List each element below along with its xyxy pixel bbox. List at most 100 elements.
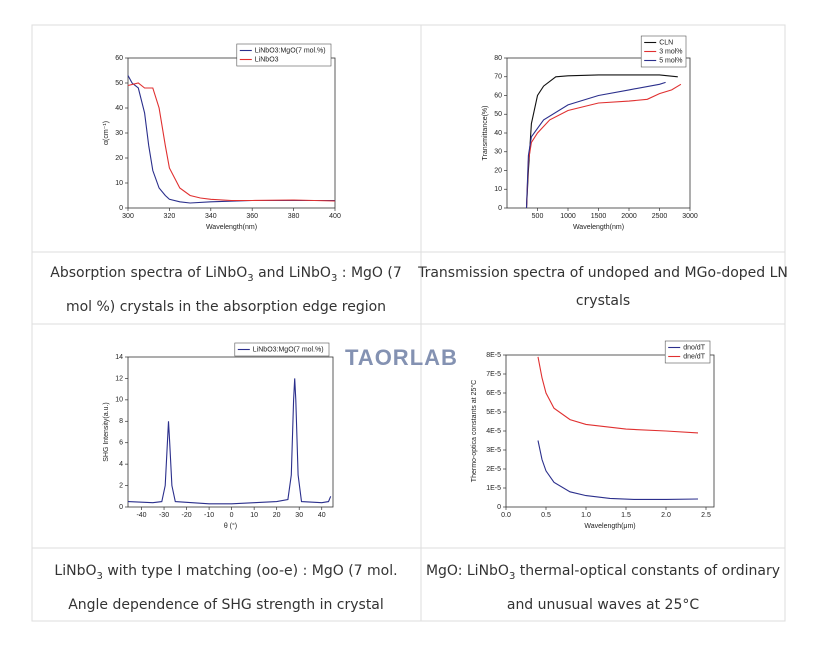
x-tick-label: 320 xyxy=(164,213,176,220)
x-tick-label: 30 xyxy=(295,512,303,519)
series-line xyxy=(127,82,336,202)
x-tick-label: 340 xyxy=(205,213,217,220)
caption: LiNbO3 with type I matching (oo-e) : MgO… xyxy=(41,557,411,619)
x-tick-label: -40 xyxy=(136,512,146,519)
x-tick-label: 0.0 xyxy=(501,512,511,519)
y-tick-label: 2E-5 xyxy=(486,466,501,473)
plot-frame xyxy=(127,57,336,209)
subscript: 3 xyxy=(96,570,103,582)
x-tick-label: 2.0 xyxy=(661,512,671,519)
x-tick-label: 20 xyxy=(273,512,281,519)
y-tick-label: 30 xyxy=(115,130,123,137)
y-tick-label: 30 xyxy=(494,149,502,156)
y-tick-label: 50 xyxy=(494,111,502,118)
series-line xyxy=(525,83,682,209)
x-tick-label: 0.5 xyxy=(541,512,551,519)
series-line xyxy=(525,74,678,209)
y-tick-label: 20 xyxy=(494,167,502,174)
legend-box xyxy=(234,342,330,357)
y-tick-label: 4E-5 xyxy=(486,428,501,435)
x-tick-label: 1000 xyxy=(560,213,576,220)
x-tick-label: -30 xyxy=(159,512,169,519)
x-tick-label: 10 xyxy=(250,512,258,519)
y-tick-label: 7E-5 xyxy=(486,371,501,378)
y-tick-label: 60 xyxy=(115,55,123,62)
caption-text: LiNbO xyxy=(54,563,97,579)
plot-frame xyxy=(127,356,334,508)
y-tick-label: 0 xyxy=(498,205,502,212)
y-tick-label: 60 xyxy=(494,92,502,99)
caption: Transmission spectra of undoped and MGo-… xyxy=(418,259,788,315)
y-tick-label: 12 xyxy=(115,375,123,382)
y-tick-label: 5E-5 xyxy=(486,409,501,416)
y-tick-label: 4 xyxy=(119,461,123,468)
x-tick-label: 300 xyxy=(122,213,134,220)
x-tick-label: 400 xyxy=(329,213,341,220)
x-tick-label: -20 xyxy=(182,512,192,519)
y-axis-label: Thermo-optica constants at 25°C xyxy=(470,380,478,482)
legend-label: LiNbO3:MgO(7 mol.%) xyxy=(253,346,324,353)
caption-text: : MgO (7 mol %) crystals in the absorpti… xyxy=(65,265,402,315)
caption-text: and LiNbO xyxy=(253,265,331,281)
x-tick-label: -10 xyxy=(204,512,214,519)
y-tick-label: 50 xyxy=(115,80,123,87)
y-axis-label: SHG Intensity(a.u.) xyxy=(103,402,110,462)
y-tick-label: 0 xyxy=(119,504,123,511)
y-tick-label: 40 xyxy=(494,130,502,137)
legend-box xyxy=(664,340,711,364)
x-axis-label: Wavelength(nm) xyxy=(206,224,257,231)
series-line xyxy=(127,75,335,204)
y-tick-label: 10 xyxy=(494,186,502,193)
series-line xyxy=(525,81,666,209)
caption-text: MgO: LiNbO xyxy=(425,563,509,579)
caption-text: Absorption spectra of LiNbO xyxy=(50,265,248,281)
caption-text: with type I matching (oo-e) : MgO (7 mol… xyxy=(68,563,398,613)
x-axis-label: Wavelength(μm) xyxy=(584,523,635,530)
x-tick-label: 2000 xyxy=(621,213,637,220)
subscript: 3 xyxy=(508,570,516,582)
y-tick-label: 20 xyxy=(115,155,123,162)
y-tick-label: 8 xyxy=(119,418,123,425)
legend-label: LiNbO3:MgO(7 mol.%) xyxy=(255,47,326,54)
x-tick-label: 360 xyxy=(246,213,258,220)
legend-box xyxy=(236,43,332,67)
caption: Absorption spectra of LiNbO3 and LiNbO3 … xyxy=(41,259,411,321)
x-axis-label: θ (°) xyxy=(224,522,237,530)
y-tick-label: 1E-5 xyxy=(486,485,501,492)
y-tick-label: 6E-5 xyxy=(486,390,501,397)
x-tick-label: 500 xyxy=(532,213,544,220)
series-line xyxy=(127,378,332,505)
caption: MgO: LiNbO3 thermal-optical constants of… xyxy=(418,557,788,619)
y-tick-label: 3E-5 xyxy=(486,447,501,454)
x-tick-label: 0 xyxy=(230,512,234,519)
x-tick-label: 2500 xyxy=(652,213,668,220)
y-tick-label: 0 xyxy=(497,504,501,511)
y-tick-label: 6 xyxy=(119,440,123,447)
y-tick-label: 80 xyxy=(494,55,502,62)
watermark: TAORLAB xyxy=(345,345,458,370)
subscript: 3 xyxy=(247,272,254,284)
y-tick-label: 14 xyxy=(115,354,123,361)
series-line xyxy=(537,356,699,434)
x-tick-label: 1500 xyxy=(591,213,607,220)
y-tick-label: 2 xyxy=(119,482,123,489)
y-tick-label: 70 xyxy=(494,74,502,81)
x-tick-label: 2.5 xyxy=(701,512,711,519)
legend-label: 3 mol% xyxy=(659,48,682,55)
series-line xyxy=(537,440,699,500)
table-border xyxy=(31,24,786,622)
subscript: 3 xyxy=(330,272,338,284)
x-axis-label: Wavelength(nm) xyxy=(573,224,624,231)
y-tick-label: 10 xyxy=(115,180,123,187)
y-tick-label: 40 xyxy=(115,105,123,112)
legend-label: dno/dT xyxy=(683,344,706,351)
x-tick-label: 40 xyxy=(318,512,326,519)
y-tick-label: 8E-5 xyxy=(486,352,501,359)
x-tick-label: 3000 xyxy=(682,213,698,220)
y-tick-label: 0 xyxy=(119,205,123,212)
y-tick-label: 10 xyxy=(115,397,123,404)
legend-label: CLN xyxy=(659,39,673,46)
caption-text: Transmission spectra of undoped and MGo-… xyxy=(418,265,788,309)
